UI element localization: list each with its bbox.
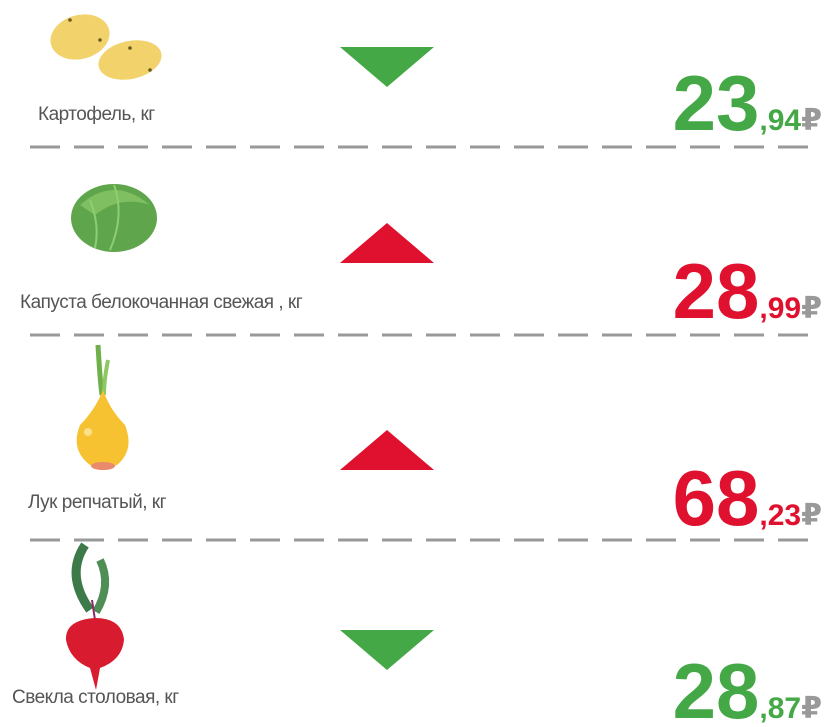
- item-label: Картофель, кг: [38, 104, 155, 125]
- price: 68,23₽: [673, 454, 822, 542]
- price: 28,87₽: [673, 647, 822, 727]
- price-fraction: ,23: [759, 499, 801, 532]
- price-fraction: ,87: [759, 692, 801, 725]
- item-label: Лук репчатый, кг: [28, 492, 167, 513]
- trend-arrow: [340, 223, 434, 263]
- price-fraction: ,94: [759, 104, 801, 137]
- onion-icon: [77, 345, 129, 470]
- currency: ₽: [801, 499, 822, 532]
- price-fraction: ,99: [759, 292, 801, 325]
- currency: ₽: [801, 104, 822, 137]
- item-label: Свекла столовая, кг: [12, 687, 179, 708]
- price: 28,99₽: [673, 247, 822, 335]
- trend-arrow: [340, 630, 434, 670]
- price-whole: 68: [673, 454, 760, 542]
- price-whole: 28: [673, 247, 760, 335]
- price-board: Картофель, кг23,94₽Капуста белокочанная …: [0, 0, 831, 727]
- currency: ₽: [801, 292, 822, 325]
- price-whole: 28: [673, 647, 760, 727]
- trend-arrow: [340, 47, 434, 87]
- currency: ₽: [801, 692, 822, 725]
- trend-arrow: [340, 430, 434, 470]
- item-label: Капуста белокочанная свежая , кг: [20, 292, 303, 313]
- price-whole: 23: [673, 59, 760, 147]
- beet-icon: [66, 545, 124, 690]
- potato-icon: [45, 8, 165, 85]
- cabbage-icon: [71, 184, 157, 252]
- price: 23,94₽: [673, 59, 822, 147]
